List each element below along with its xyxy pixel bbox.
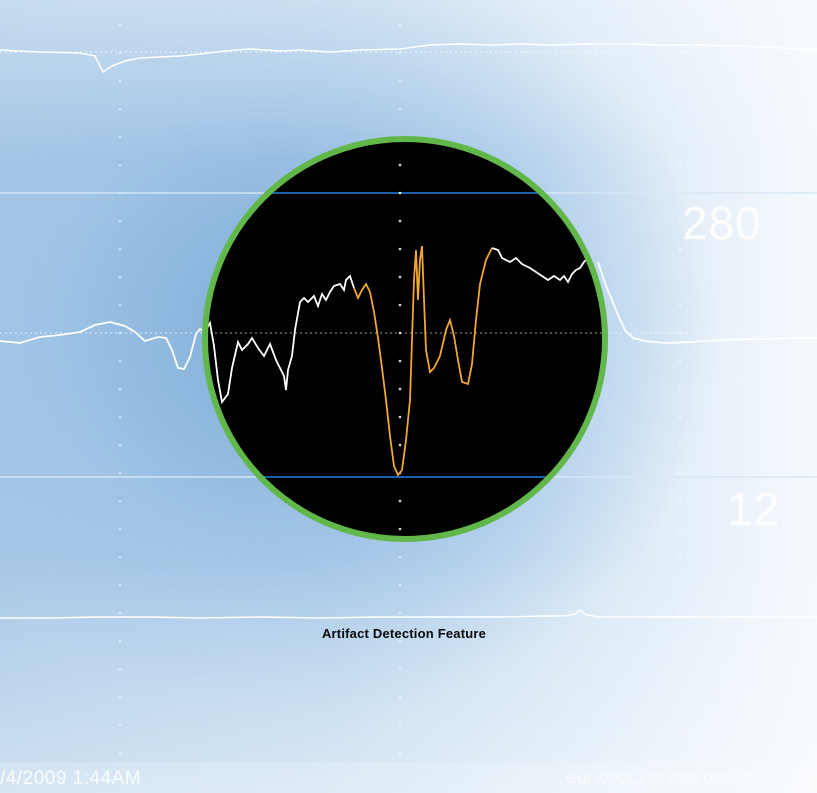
grid-dot [118, 163, 122, 167]
grid-dot [678, 639, 682, 643]
grid-dot [398, 79, 402, 83]
grid-dot [678, 667, 682, 671]
grid-dot [398, 107, 402, 111]
grid-dot [398, 275, 402, 279]
grid-dot [398, 23, 402, 27]
grid-dot [678, 611, 682, 615]
grid-dot [678, 415, 682, 419]
grid-dot [678, 303, 682, 307]
grid-dot [118, 135, 122, 139]
feature-caption: Artifact Detection Feature [321, 626, 487, 641]
lens-grid-dots [398, 163, 402, 531]
grid-dot [678, 219, 682, 223]
grid-dot [678, 359, 682, 363]
grid-dot [398, 387, 402, 391]
grid-dot [678, 387, 682, 391]
grid-dot [678, 499, 682, 503]
grid-dot [678, 695, 682, 699]
waveform-middle-right [597, 261, 817, 344]
grid-dot [118, 695, 122, 699]
grid-dot [118, 499, 122, 503]
grid-dot [678, 79, 682, 83]
waveform-bottom [0, 609, 817, 619]
grid-dot [118, 23, 122, 27]
lower-reading-value: 12 [727, 483, 781, 535]
grid-dot [398, 219, 402, 223]
grid-dot [678, 751, 682, 755]
grid-dot [678, 471, 682, 475]
grid-dot [118, 387, 122, 391]
grid-dot [398, 611, 402, 615]
grid-dot [118, 555, 122, 559]
grid-dot [678, 583, 682, 587]
grid-dot [678, 555, 682, 559]
grid-dot [118, 79, 122, 83]
grid-dot [118, 527, 122, 531]
grid-dot [398, 583, 402, 587]
magnifier-lens-icon [205, 139, 605, 539]
grid-dot [118, 611, 122, 615]
grid-dot [398, 247, 402, 251]
grid-dot [398, 499, 402, 503]
upper-reading-value: 280 [682, 197, 762, 249]
grid-dot [678, 163, 682, 167]
clean-trace-left [205, 274, 355, 405]
artifact-trace [353, 245, 493, 477]
grid-dot [398, 191, 402, 195]
status-version: GUI v2009.2.26.9999 DSP v2 [566, 770, 751, 786]
grid-dot [118, 247, 122, 251]
grid-dot [398, 723, 402, 727]
grid-dot [118, 303, 122, 307]
grid-dot [678, 107, 682, 111]
grid-dot [118, 443, 122, 447]
grid-dot [678, 527, 682, 531]
grid-dot [398, 555, 402, 559]
grid-dot [118, 639, 122, 643]
grid-dot [398, 415, 402, 419]
grid-dot [398, 527, 402, 531]
grid-dot [398, 639, 402, 643]
grid-dot [118, 471, 122, 475]
grid-dot [118, 415, 122, 419]
grid-dot [118, 275, 122, 279]
grid-dot [118, 751, 122, 755]
grid-dot [398, 359, 402, 363]
grid-dot [398, 331, 402, 335]
grid-dot [398, 303, 402, 307]
grid-dot [398, 667, 402, 671]
clean-trace-right [491, 247, 601, 284]
grid-dot [678, 247, 682, 251]
waveform-middle-left [0, 321, 206, 370]
grid-dot [118, 723, 122, 727]
grid-dots [118, 23, 682, 755]
grid-dot [118, 219, 122, 223]
waveform-top [0, 43, 817, 74]
status-bar [0, 762, 817, 793]
grid-dot [118, 359, 122, 363]
grid-dot [678, 723, 682, 727]
grid-dot [678, 23, 682, 27]
grid-dot [398, 163, 402, 167]
grid-dot [118, 667, 122, 671]
grid-dot [118, 583, 122, 587]
grid-dot [398, 751, 402, 755]
grid-dot [678, 275, 682, 279]
grid-dot [118, 107, 122, 111]
grid-dot [398, 695, 402, 699]
grid-dot [678, 135, 682, 139]
grid-dot [678, 443, 682, 447]
lens-ring [202, 136, 608, 542]
status-datetime: /4/2009 1:44AM [0, 768, 142, 789]
grid-dot [398, 443, 402, 447]
